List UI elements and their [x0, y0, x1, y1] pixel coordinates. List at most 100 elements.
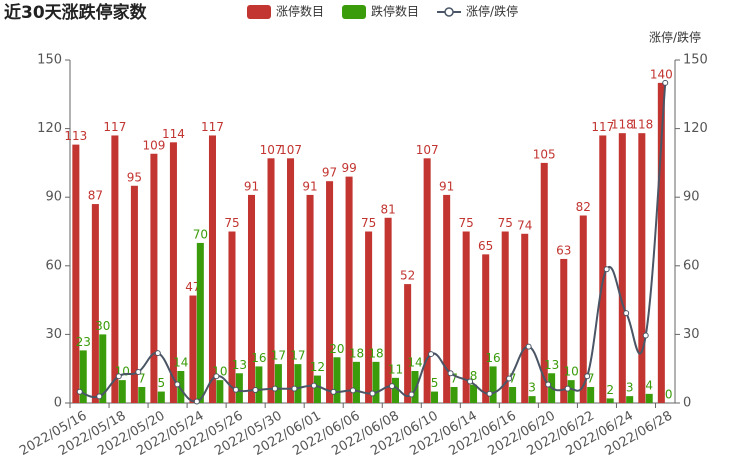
bar [294, 364, 302, 403]
bar-value-label: 13 [232, 358, 247, 372]
bar-value-label: 75 [459, 216, 474, 230]
line-point [486, 390, 493, 397]
bar-value-label: 5 [157, 376, 165, 390]
line-point [174, 381, 181, 388]
bar-value-label: 91 [439, 179, 454, 193]
y2-tick-label: 150 [683, 53, 708, 68]
legend-label: 涨停/跌停 [466, 4, 518, 19]
bar [189, 295, 197, 403]
line-point [252, 386, 259, 393]
legend-swatch [342, 5, 367, 19]
line-point [428, 351, 435, 358]
bar [384, 217, 392, 403]
line-point [369, 390, 376, 397]
line-point [545, 381, 552, 388]
bar [391, 377, 400, 403]
bar [267, 158, 275, 403]
bar-value-label: 117 [591, 120, 614, 134]
bar [489, 366, 497, 403]
bar [274, 364, 282, 403]
bar [431, 391, 439, 403]
bar [333, 357, 341, 403]
line-point [642, 332, 649, 339]
line-point [232, 386, 239, 393]
line-point [349, 387, 356, 394]
bar-value-label: 52 [400, 269, 415, 283]
bar-value-label: 4 [645, 378, 653, 392]
bar [470, 384, 478, 403]
bar-value-label: 8 [470, 369, 478, 383]
bar-value-label: 87 [88, 189, 103, 203]
line-point [408, 391, 415, 398]
bar-value-label: 2 [606, 383, 614, 397]
line [79, 82, 667, 403]
line-point [76, 388, 83, 395]
bar-value-label: 63 [556, 243, 571, 257]
bar-value-label: 99 [341, 161, 356, 175]
bar-value-label: 5 [431, 376, 439, 390]
bar [618, 133, 626, 403]
line-point [96, 393, 103, 400]
bar-value-label: 14 [173, 355, 188, 369]
bar [150, 153, 158, 403]
bar-value-label: 70 [193, 227, 208, 241]
bar-value-label: 140 [650, 67, 673, 81]
bar-value-label: 65 [478, 239, 493, 253]
chart-title: 近30天涨跌停家数 [4, 2, 148, 23]
bar [626, 396, 634, 403]
y-tick-label: 60 [45, 258, 62, 273]
bar [91, 204, 99, 403]
line-point [135, 368, 142, 375]
bar-value-label: 107 [416, 143, 439, 157]
bar [72, 144, 80, 403]
bar [169, 142, 177, 403]
line-point [603, 266, 610, 273]
bar-value-label: 18 [349, 346, 364, 360]
bar [606, 398, 614, 403]
bar-value-label: 7 [138, 371, 146, 385]
bar-value-label: 14 [407, 355, 422, 369]
bar [372, 361, 380, 403]
bar [567, 380, 575, 403]
y2-tick-label: 30 [683, 327, 700, 342]
bar-value-label: 13 [544, 358, 559, 372]
y-tick-label: 150 [37, 53, 62, 68]
bar [228, 231, 236, 403]
bar [443, 194, 451, 403]
bar [177, 370, 185, 403]
bar-value-label: 18 [368, 346, 383, 360]
bar-value-label: 74 [517, 218, 532, 232]
line-point [389, 383, 396, 390]
line-point [115, 373, 122, 380]
bar [509, 386, 517, 403]
bar-value-label: 20 [329, 342, 344, 356]
bar-value-label: 91 [302, 179, 317, 193]
bar-value-label: 81 [380, 202, 395, 216]
line-point [525, 343, 532, 350]
bar-value-label: 30 [95, 319, 110, 333]
bar [462, 231, 470, 403]
bar-value-label: 16 [485, 351, 500, 365]
bar [638, 133, 646, 403]
bar-value-label: 82 [576, 200, 591, 214]
bar-value-label: 91 [244, 179, 259, 193]
bar [528, 396, 536, 403]
bar [216, 380, 224, 403]
bar [326, 181, 334, 403]
line-point [564, 385, 571, 392]
bar-value-label: 7 [509, 371, 517, 385]
bar [306, 194, 314, 403]
bar-value-label: 12 [310, 360, 325, 374]
bar [482, 254, 490, 403]
bar [657, 82, 665, 403]
bar-value-label: 107 [260, 143, 283, 157]
bar [99, 334, 107, 403]
bar-value-label: 97 [322, 166, 337, 180]
bar [599, 135, 607, 403]
y2-tick-label: 120 [683, 121, 708, 136]
bar-value-label: 3 [626, 381, 634, 395]
line-point [467, 378, 474, 385]
bar-value-label: 114 [162, 127, 185, 141]
bar [423, 158, 431, 403]
